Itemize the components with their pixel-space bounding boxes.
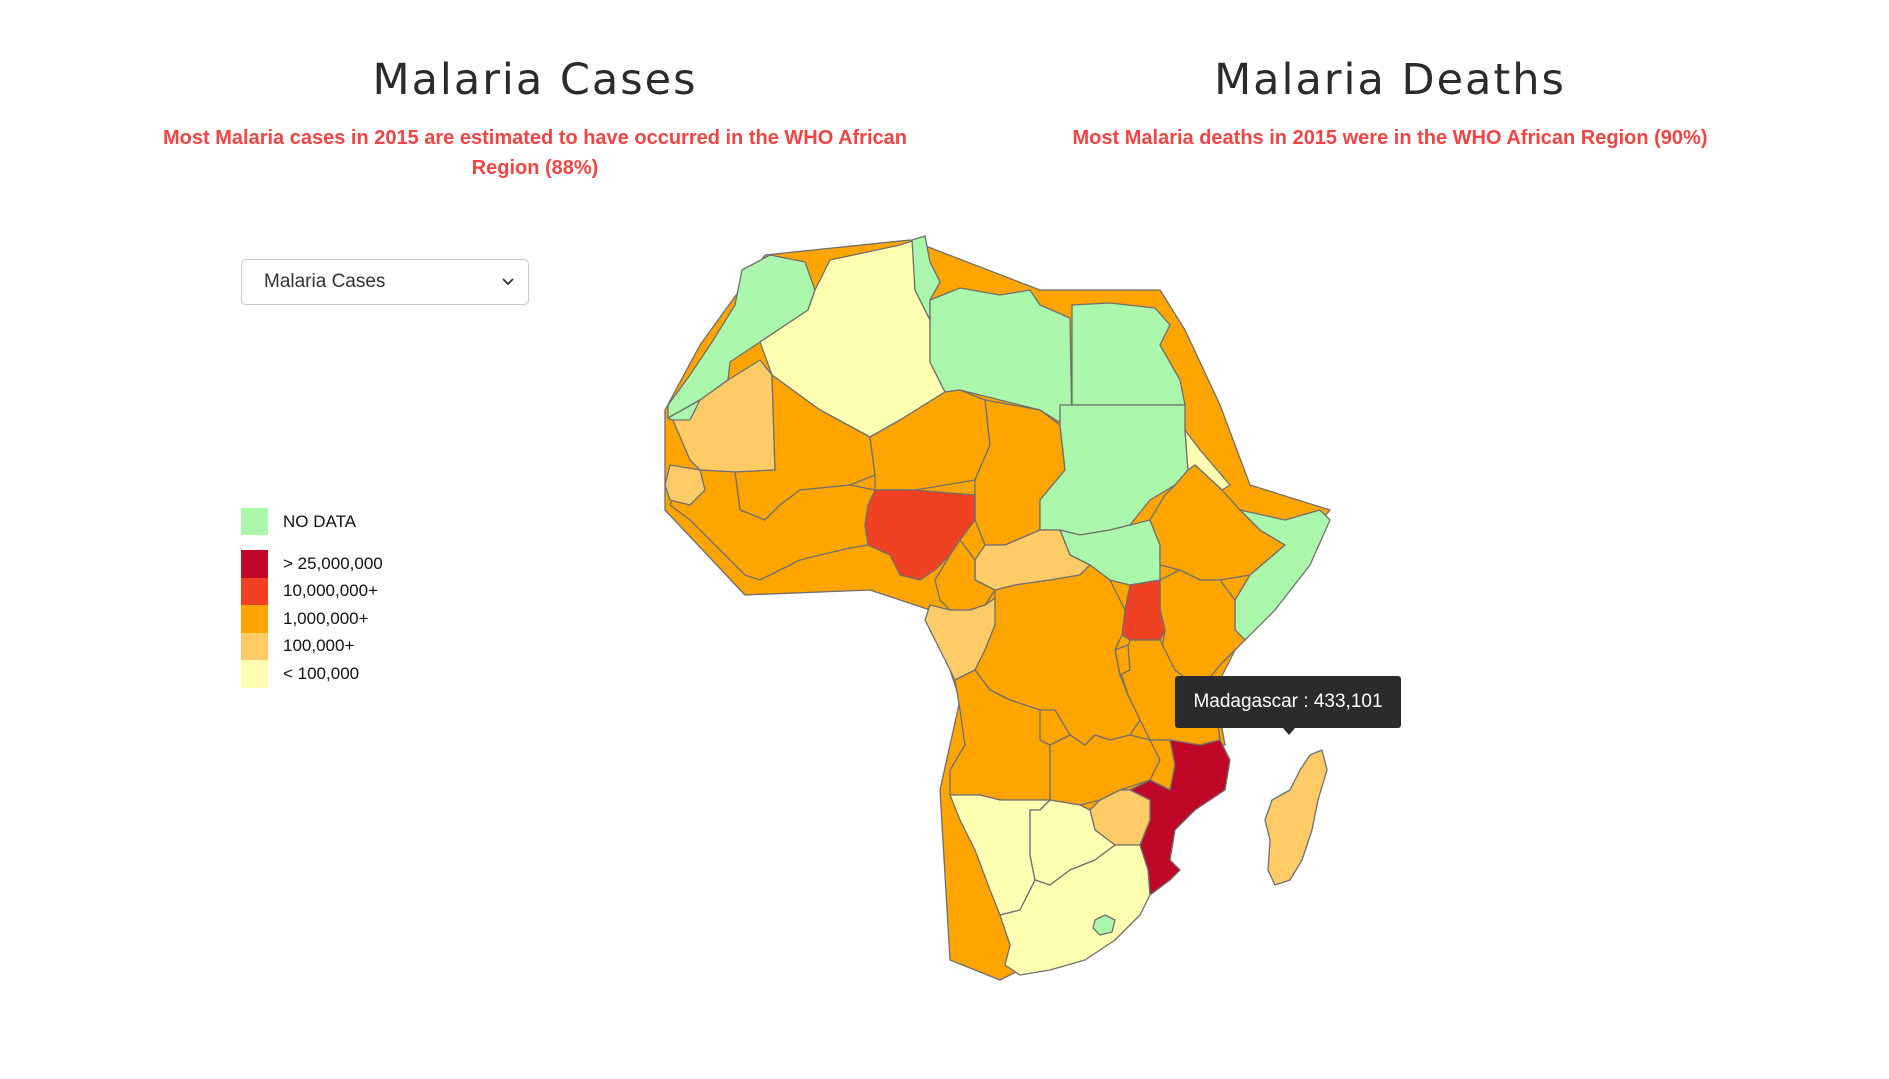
country-west-africa-1m[interactable] bbox=[669, 469, 876, 581]
legend-label: 100,000+ bbox=[283, 636, 355, 656]
legend-swatch bbox=[241, 507, 268, 536]
dataset-select-value: Malaria Cases bbox=[264, 271, 386, 292]
country-libya[interactable] bbox=[929, 287, 1073, 431]
legend-swatch bbox=[241, 605, 268, 633]
legend-swatch bbox=[241, 577, 268, 605]
legend-label: 10,000,000+ bbox=[283, 581, 379, 601]
cases-subtitle: Most Malaria cases in 2015 are estimated… bbox=[163, 127, 907, 179]
legend-item: 10,000,000+ bbox=[241, 577, 383, 605]
deaths-header: Malaria Deaths Most Malaria deaths in 20… bbox=[1000, 55, 1780, 153]
country-south-africa[interactable] bbox=[999, 844, 1151, 976]
legend-swatch bbox=[241, 660, 268, 688]
country-western-sahara[interactable] bbox=[667, 399, 701, 421]
legend-item-no-data: NO DATA bbox=[241, 507, 383, 536]
legend-item: > 25,000,000 bbox=[241, 550, 383, 578]
cases-title: Malaria Cases bbox=[372, 55, 698, 105]
tooltip-arrow bbox=[1283, 728, 1295, 735]
country-tunisia[interactable] bbox=[911, 235, 941, 321]
legend-label: > 25,000,000 bbox=[283, 553, 383, 573]
chevron-down-icon bbox=[502, 278, 514, 286]
deaths-subtitle: Most Malaria deaths in 2015 were in the … bbox=[1072, 127, 1708, 149]
legend-item: < 100,000 bbox=[241, 660, 383, 688]
legend-item: 1,000,000+ bbox=[241, 605, 383, 633]
dataset-select[interactable]: Malaria Cases bbox=[241, 259, 529, 305]
country-senegal[interactable] bbox=[664, 464, 706, 506]
map-legend: NO DATA > 25,000,000 10,000,000+ 1,000,0… bbox=[241, 507, 383, 688]
legend-label: 1,000,000+ bbox=[283, 608, 369, 628]
tooltip-text: Madagascar : 433,101 bbox=[1193, 691, 1383, 712]
legend-label: < 100,000 bbox=[283, 663, 360, 683]
map-tooltip: Madagascar : 433,101 bbox=[1175, 676, 1401, 728]
country-madagascar[interactable] bbox=[1264, 749, 1328, 886]
country-lesotho[interactable] bbox=[1092, 914, 1116, 936]
legend-swatch bbox=[241, 550, 268, 578]
cases-header: Malaria Cases Most Malaria cases in 2015… bbox=[135, 55, 935, 183]
legend-item: 100,000+ bbox=[241, 632, 383, 660]
deaths-title: Malaria Deaths bbox=[1214, 55, 1566, 105]
country-kenya[interactable] bbox=[1159, 569, 1246, 691]
legend-swatch bbox=[241, 632, 268, 660]
legend-label: NO DATA bbox=[283, 511, 357, 531]
